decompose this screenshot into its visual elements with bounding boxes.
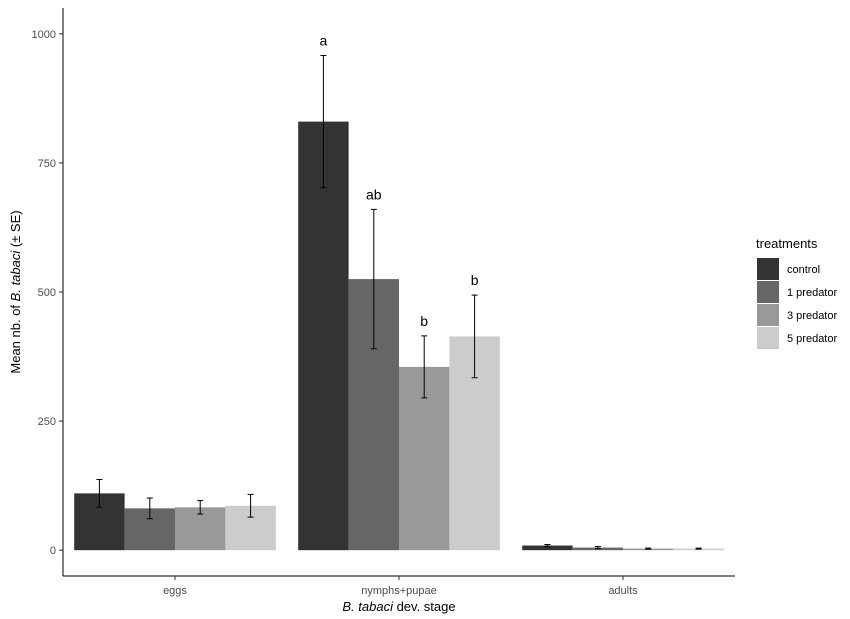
y-tick-label: 250	[38, 416, 56, 428]
legend-label: 3 predator	[787, 310, 837, 322]
legend-swatch	[757, 327, 779, 349]
legend-swatch	[757, 304, 779, 326]
bar	[522, 545, 573, 551]
significance-label: b	[420, 313, 428, 329]
significance-labels: a ab b b	[320, 33, 479, 329]
legend-title: treatments	[756, 236, 818, 251]
legend-label: 1 predator	[787, 287, 837, 299]
significance-label: b	[471, 272, 479, 288]
bars	[74, 121, 724, 551]
x-tick-label: adults	[608, 585, 638, 597]
bar	[298, 121, 349, 551]
y-tick-label: 500	[38, 287, 56, 299]
significance-label: ab	[366, 186, 382, 202]
legend-swatch	[757, 281, 779, 303]
y-tick-label: 1000	[32, 29, 56, 41]
x-axis-title: B. tabaci dev. stage	[342, 599, 455, 614]
x-axis-ticks: eggs nymphs+pupae adults	[163, 576, 638, 597]
x-tick-label: eggs	[163, 585, 187, 597]
x-tick-label: nymphs+pupae	[361, 585, 437, 597]
legend: treatments control 1 predator 3 predator 5 …	[756, 236, 837, 349]
y-axis-title: Mean nb. of B. tabaci (± SE)	[8, 210, 23, 373]
y-tick-label: 0	[50, 545, 56, 557]
legend-label: control	[787, 264, 820, 276]
legend-label: 5 predator	[787, 333, 837, 345]
y-axis-ticks: 0 250 500 750 1000	[32, 29, 63, 557]
y-tick-label: 750	[38, 158, 56, 170]
legend-swatch	[757, 258, 779, 280]
error-bars	[96, 55, 702, 550]
significance-label: a	[320, 33, 328, 49]
